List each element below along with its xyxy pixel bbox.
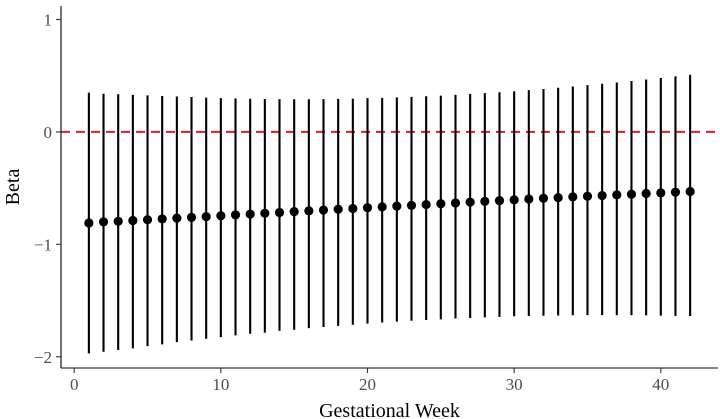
point-week-9 [201,211,211,222]
point-week-32 [538,193,549,203]
point-week-8 [186,212,197,222]
point-week-29 [494,196,505,206]
point-week-37 [612,190,622,200]
point-week-26 [450,198,461,208]
point-week-1 [84,218,94,228]
point-week-40 [656,188,666,198]
x-tick-label-0: 0 [70,375,79,394]
point-week-39 [641,188,651,199]
point-estimates [84,186,695,228]
point-week-11 [230,210,241,220]
y-tick-label-1: 1 [44,10,53,29]
point-week-31 [524,194,534,204]
y-tick-label--1: −1 [34,235,52,254]
point-week-5 [142,215,153,225]
point-week-14 [274,207,285,218]
x-tick-label-40: 40 [652,375,669,394]
point-week-27 [465,197,475,207]
point-week-25 [436,199,446,209]
point-week-33 [553,192,563,203]
point-week-12 [245,209,255,219]
point-week-18 [333,204,343,214]
y-axis-ticks: −2 −1 0 1 [34,10,61,367]
error-bars [87,74,692,354]
y-tick-label--2: −2 [34,348,52,367]
point-week-2 [98,217,109,227]
point-week-42 [685,186,695,197]
x-tick-label-30: 30 [506,375,523,394]
point-week-36 [597,190,607,201]
point-week-21 [377,202,387,212]
point-week-41 [670,187,681,197]
point-week-30 [509,195,519,205]
point-week-28 [480,196,490,206]
point-week-15 [289,207,299,217]
point-week-3 [113,216,123,226]
point-week-17 [318,205,329,215]
x-axis-title: Gestational Week [319,400,460,419]
point-week-19 [348,203,358,214]
point-week-24 [421,199,431,210]
point-week-38 [626,189,637,199]
point-week-20 [362,203,373,213]
y-axis-title: Beta [2,169,24,206]
point-week-34 [568,192,578,202]
point-week-10 [216,211,226,221]
x-axis-ticks: 0 10 20 30 40 [70,368,669,394]
point-week-22 [392,201,402,211]
point-week-35 [582,191,593,201]
point-week-4 [128,215,138,226]
x-tick-label-20: 20 [359,375,376,394]
x-tick-label-10: 10 [212,375,229,394]
point-week-23 [406,200,417,210]
y-tick-label-0: 0 [44,123,53,142]
plot-area [61,74,718,354]
point-week-13 [260,208,270,218]
point-week-7 [172,213,182,223]
point-week-6 [157,214,167,224]
point-week-16 [304,206,314,216]
